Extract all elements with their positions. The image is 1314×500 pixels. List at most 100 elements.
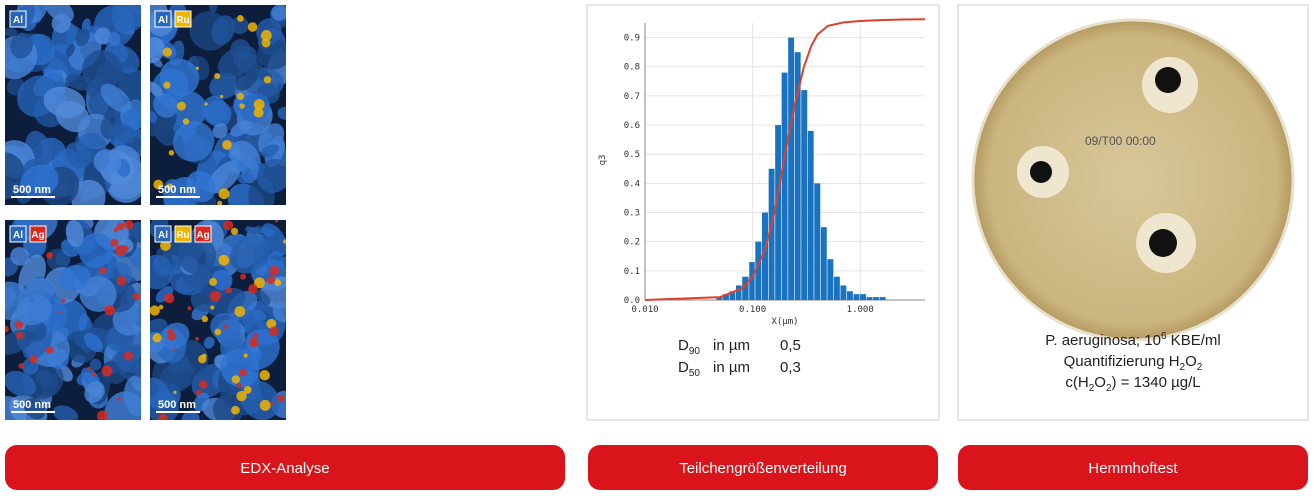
particle	[259, 370, 270, 381]
particle	[133, 293, 140, 300]
bar	[834, 277, 840, 300]
particle	[231, 228, 238, 235]
particle	[283, 239, 287, 243]
particle	[195, 337, 199, 341]
particle	[110, 239, 118, 247]
button-label[interactable]: Hemmhoftest	[1088, 460, 1178, 477]
y-tick-label: 0.3	[624, 209, 640, 219]
bar	[860, 294, 866, 300]
bar	[873, 297, 879, 300]
particle	[269, 327, 279, 337]
particle	[224, 324, 229, 329]
particle	[159, 305, 164, 310]
text: c(H	[1065, 374, 1088, 391]
particle	[243, 353, 247, 357]
particle	[214, 329, 221, 336]
particle	[267, 276, 275, 284]
particle	[248, 22, 258, 32]
particle	[124, 220, 133, 229]
particle	[46, 346, 54, 354]
symbol: D	[678, 359, 689, 376]
particle	[244, 386, 252, 394]
particle	[253, 333, 258, 338]
particle	[223, 220, 233, 230]
particle	[196, 390, 202, 396]
petri-caption: P. aeruginosa; 106 KBE/ml	[1045, 331, 1220, 349]
particle	[214, 73, 220, 79]
bar	[827, 259, 833, 300]
badge-label: Al	[158, 15, 168, 26]
y-tick-label: 0.5	[624, 150, 640, 160]
figure: 09/T00 00:00 Al500 nmAlRu500 nmAlAg500 n…	[0, 0, 1314, 500]
badge-label: Ag	[31, 230, 44, 241]
y-tick-label: 0.6	[624, 121, 640, 131]
scale-label: 500 nm	[13, 399, 51, 411]
particle	[19, 363, 25, 369]
particle	[46, 252, 53, 259]
subscript: 90	[689, 346, 701, 357]
button-label[interactable]: Teilchengrößenverteilung	[679, 460, 847, 477]
particle	[239, 369, 247, 377]
badge-label: Ru	[176, 15, 189, 26]
badge-label: Al	[13, 15, 23, 26]
button-label[interactable]: EDX-Analyse	[240, 460, 329, 477]
particle	[202, 354, 207, 359]
particle	[226, 287, 232, 293]
svg-text:09/T00 00:00: 09/T00 00:00	[1085, 134, 1156, 148]
particle	[99, 267, 106, 274]
symbol: D	[678, 337, 689, 354]
particle	[237, 15, 244, 22]
y-tick-label: 0.9	[624, 34, 640, 44]
particle	[269, 266, 279, 276]
particle	[114, 228, 118, 232]
particle	[187, 306, 191, 310]
particle	[173, 348, 176, 351]
particle	[260, 400, 271, 411]
particle	[92, 372, 96, 376]
stat-value: 0,5	[780, 337, 801, 354]
particle	[97, 411, 108, 422]
particle	[158, 414, 167, 423]
particle	[59, 311, 62, 314]
x-tick-label: 0.010	[631, 305, 658, 315]
edx-image	[125, 0, 304, 226]
particle	[248, 284, 258, 294]
text: P. aeruginosa; 10	[1045, 332, 1161, 349]
particle	[218, 255, 229, 266]
particle	[261, 30, 272, 41]
particle	[16, 332, 23, 339]
bar	[853, 294, 859, 300]
particle	[237, 383, 242, 388]
y-tick-label: 0.2	[624, 238, 640, 248]
badge-label: Ru	[176, 230, 189, 241]
particle	[61, 298, 65, 302]
particle	[104, 305, 115, 316]
particle	[204, 102, 207, 105]
particle	[15, 321, 23, 329]
bar	[808, 131, 814, 300]
bar	[801, 90, 807, 300]
text: O	[1185, 353, 1197, 370]
stat-unit: in µm	[713, 337, 750, 354]
particle	[264, 76, 271, 83]
subscript: 50	[689, 368, 701, 379]
bar	[867, 297, 873, 300]
particle	[30, 355, 38, 363]
particle	[169, 150, 175, 156]
particle	[240, 274, 246, 280]
y-tick-label: 0.1	[624, 267, 640, 277]
particle	[164, 293, 174, 303]
particle	[254, 108, 264, 118]
bar	[847, 291, 853, 300]
particle	[202, 316, 208, 322]
particle	[219, 188, 230, 199]
particle	[239, 103, 245, 109]
bar	[880, 297, 886, 300]
particle	[210, 291, 221, 302]
particle	[222, 140, 232, 150]
bar	[821, 227, 827, 300]
text: O	[1094, 374, 1106, 391]
y-tick-label: 0.7	[624, 92, 640, 102]
particle	[196, 67, 199, 70]
particle	[210, 305, 214, 309]
